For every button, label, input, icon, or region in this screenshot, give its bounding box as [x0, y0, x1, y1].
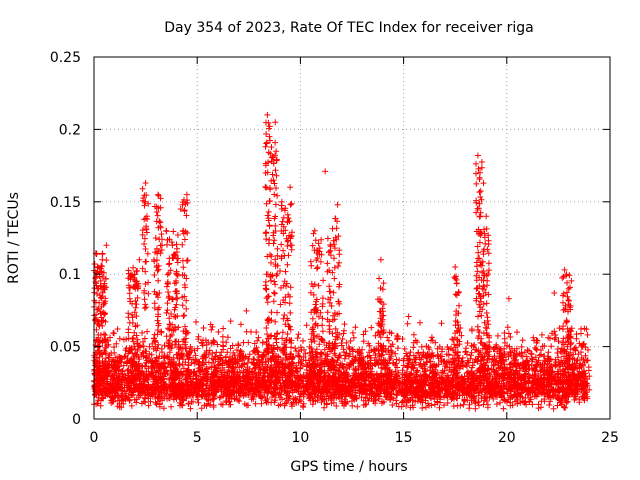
- y-tick-label: 0.15: [50, 195, 81, 211]
- x-tick-label: 20: [498, 430, 516, 446]
- plot-border: [93, 56, 611, 420]
- y-tick-label: 0.25: [50, 50, 81, 66]
- scatter-markers: [91, 111, 593, 412]
- y-tick-label: 0.2: [59, 122, 81, 138]
- y-tick-label: 0.1: [59, 267, 81, 283]
- y-tick-label: 0.05: [50, 340, 81, 356]
- tick-labels: 0 5 10 15 20 25 0 0.05 0.1 0.15 0.2 0.25: [50, 50, 619, 446]
- axis-ticks: [93, 56, 611, 420]
- data-points: [91, 111, 593, 412]
- x-tick-label: 15: [395, 430, 413, 446]
- x-axis-label: GPS time / hours: [290, 459, 407, 475]
- y-axis-label: ROTI / TECUs: [6, 192, 22, 284]
- y-tick-label: 0: [72, 412, 81, 428]
- chart-title: Day 354 of 2023, Rate Of TEC Index for r…: [164, 20, 533, 36]
- x-tick-label: 0: [90, 430, 99, 446]
- x-tick-label: 5: [193, 430, 202, 446]
- x-tick-label: 10: [291, 430, 309, 446]
- x-tick-label: 25: [601, 430, 619, 446]
- grid-lines: [94, 57, 610, 419]
